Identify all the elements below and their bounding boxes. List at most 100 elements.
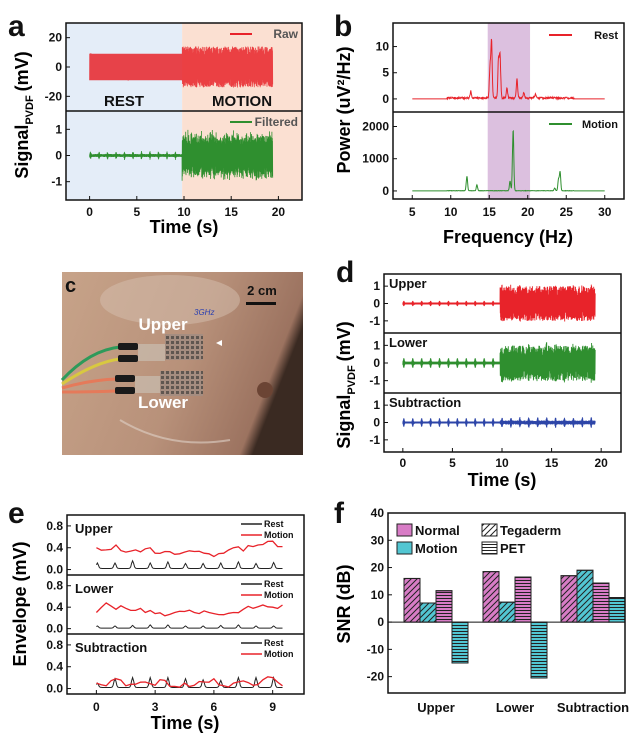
connector [118, 355, 138, 362]
d-ytick-label: 0 [373, 297, 380, 311]
legend-swatch-motion [396, 541, 413, 555]
legend-swatch-pet [481, 541, 498, 555]
a-ytick-label: 0 [55, 149, 62, 163]
subplot-label-subtraction: Subtraction [75, 640, 147, 655]
motion-envelope-line [96, 676, 283, 688]
orange-wire-2 [61, 389, 117, 394]
rest-envelope-line [96, 624, 283, 629]
a-xtick-label: 0 [86, 205, 93, 219]
bar-hatch [403, 577, 421, 623]
tape-edge [119, 419, 231, 444]
legend-motion: Motion [582, 119, 618, 131]
d-ylabel-main: Signal [334, 395, 354, 449]
bar-hatch [514, 576, 532, 623]
e-ytick-label: 0.4 [46, 541, 63, 555]
bar-hatch [576, 569, 594, 623]
d-ytick-label: 1 [373, 398, 380, 412]
legend-swatch-normal [396, 523, 413, 537]
e-ytick-label: 0.8 [46, 638, 63, 652]
connector [118, 343, 138, 350]
tape-sheen [100, 275, 240, 325]
panel-label-c: c [65, 275, 76, 297]
e-ytick-label: 0.8 [46, 519, 63, 533]
d-ytick-label: 1 [373, 338, 380, 352]
legend-raw: Raw [273, 27, 298, 41]
a-xtick-label: 5 [133, 205, 140, 219]
e-xlabel: Time (s) [151, 713, 220, 733]
upper-sensor-mesh [165, 334, 203, 360]
d-ytick-label: 0 [373, 356, 380, 370]
lower-sensor-lead [135, 376, 160, 393]
rest-spectrum-line [412, 38, 605, 101]
f-ytick-label: 20 [371, 561, 385, 575]
f-ytick-label: -20 [367, 670, 385, 684]
f-ytick-label: 30 [371, 533, 385, 547]
motion-label: MOTION [212, 93, 272, 110]
d-xlabel: Time (s) [468, 470, 537, 490]
d-xtick-label: 20 [594, 456, 608, 470]
a-ytick-label: -20 [45, 89, 63, 103]
d-ylabel: SignalPVDF (mV) [334, 321, 358, 448]
f-ytick-label: 0 [377, 615, 384, 629]
bar-hatch [530, 621, 548, 679]
d-ytick-label: 0 [373, 416, 380, 430]
d-xtick-label: 5 [449, 456, 456, 470]
legend-rest: Rest [264, 579, 284, 589]
a-ylabel-sub: PVDF [24, 95, 36, 125]
b-xlabel: Frequency (Hz) [443, 227, 573, 247]
panel-label-d: d [336, 256, 354, 289]
f-ytick-label: -10 [367, 642, 385, 656]
motion-spectrum-line [412, 129, 605, 192]
bar-hatch [482, 571, 500, 623]
bar-hatch [608, 597, 626, 623]
f-ytick-label: 10 [371, 588, 385, 602]
b-ytick-label: 2000 [362, 120, 389, 134]
d-ytick-label: 1 [373, 279, 380, 293]
subplot-label-lower: Lower [389, 335, 427, 350]
legend-rest: Rest [264, 519, 284, 529]
d-ytick-label: -1 [369, 314, 380, 328]
a-xtick-label: 15 [225, 205, 239, 219]
subtraction-signal-line [402, 416, 596, 428]
category-label: Subtraction [557, 700, 629, 715]
f-frame [387, 512, 626, 694]
legend-rest: Rest [264, 638, 284, 648]
upper-signal-line [402, 284, 596, 322]
shaded-band [487, 23, 531, 199]
b-ytick-label: 1000 [362, 152, 389, 166]
legend-pet: PET [500, 541, 525, 556]
bar-hatch [435, 590, 453, 623]
legend-motion: Motion [415, 541, 458, 556]
e-ylabel: Envelope (mV) [10, 541, 30, 666]
d-ylabel-unit: (mV) [334, 321, 354, 361]
bar-hatch [451, 621, 469, 664]
e-xtick-label: 9 [269, 700, 276, 714]
a-ytick-label: 1 [55, 122, 62, 136]
b-xtick-label: 15 [483, 205, 497, 219]
lower-sensor-mesh [160, 371, 203, 396]
a-ylabel-main: Signal [12, 125, 32, 179]
legend-filtered: Filtered [255, 115, 298, 129]
a-ytick-label: 20 [49, 31, 63, 45]
a-ytick-label: -1 [51, 175, 62, 189]
panel-label-a: a [8, 10, 25, 43]
a-ylabel: SignalPVDF (mV) [12, 51, 36, 178]
scale-bar [246, 302, 276, 305]
d-ytick-label: -1 [369, 433, 380, 447]
b-xtick-label: 25 [560, 205, 574, 219]
connector [115, 387, 135, 394]
yellow-wire [61, 357, 121, 386]
upper-sensor-lead [138, 344, 165, 361]
b-xtick-label: 30 [598, 205, 612, 219]
d-xtick-label: 15 [545, 456, 559, 470]
legend-normal: Normal [415, 523, 460, 538]
legend-swatch-tegaderm [481, 523, 498, 537]
filtered-signal-line [89, 129, 274, 181]
a-xtick-label: 10 [177, 205, 191, 219]
e-xtick-label: 6 [211, 700, 218, 714]
e-ytick-label: 0.4 [46, 660, 63, 674]
e-xtick-label: 3 [152, 700, 159, 714]
bar-hatch [419, 602, 437, 623]
